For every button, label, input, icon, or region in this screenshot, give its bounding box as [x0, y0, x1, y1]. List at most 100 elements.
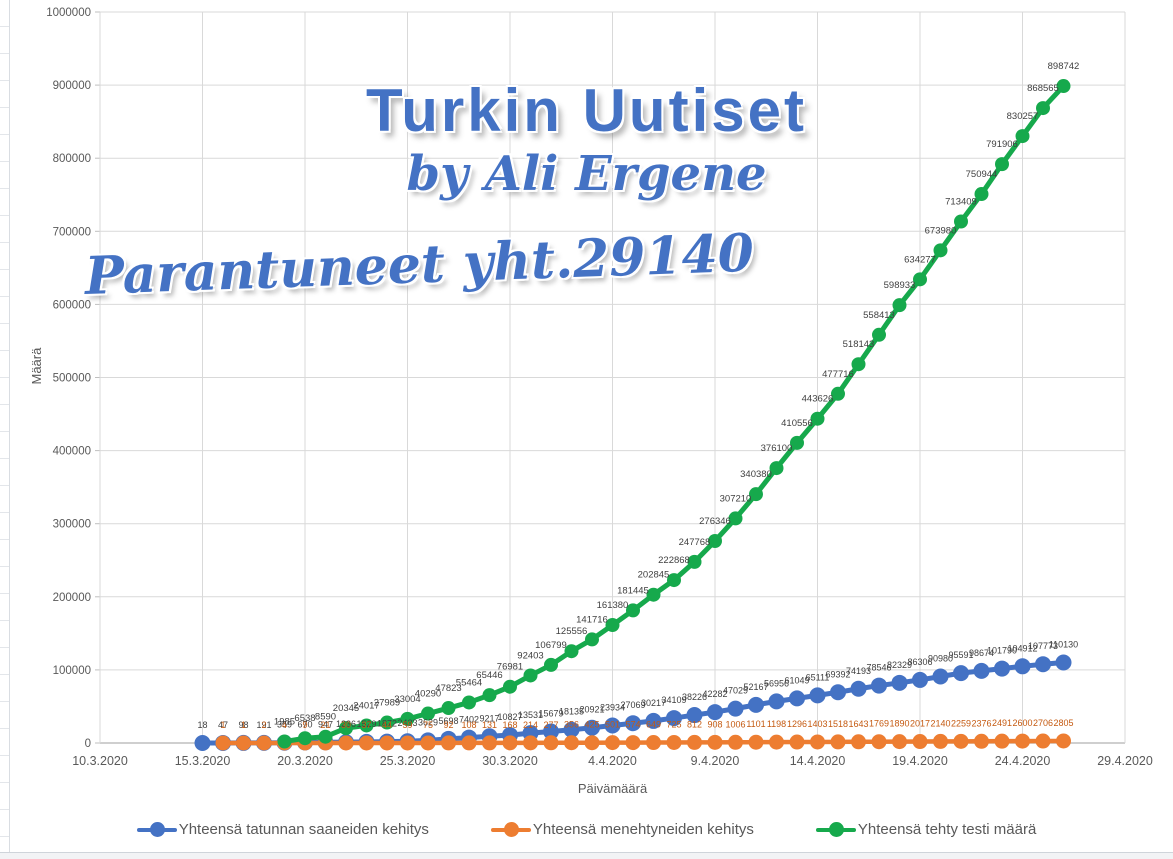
data-point-orange — [912, 734, 928, 750]
data-label-blue: 69392 — [825, 669, 850, 679]
data-label-blue: 104912 — [1007, 643, 1037, 653]
data-label-orange: 501 — [605, 720, 620, 730]
data-point-orange — [482, 735, 497, 751]
data-point-green — [482, 688, 497, 703]
data-label-green: 6538 — [294, 713, 315, 724]
data-point-orange — [420, 735, 436, 751]
data-label-blue: 670 — [297, 720, 312, 730]
data-label-blue: 1529 — [356, 719, 376, 729]
data-point-blue — [891, 674, 908, 691]
data-point-blue — [543, 723, 559, 740]
data-point-green — [339, 721, 353, 736]
data-label-green: 750944 — [966, 169, 998, 180]
data-label-green: 558413 — [863, 310, 895, 321]
data-point-green — [995, 157, 1009, 172]
data-label-blue: 56956 — [764, 678, 789, 688]
data-point-orange — [871, 734, 887, 750]
y-tick-label: 900000 — [53, 80, 91, 92]
data-label-green: 161380 — [597, 600, 629, 611]
data-label-blue: 110130 — [1049, 639, 1078, 649]
data-point-green — [1036, 101, 1050, 116]
data-label-orange: 4 — [282, 720, 287, 730]
data-point-orange — [502, 735, 518, 751]
data-label-green: 830257 — [1007, 111, 1039, 122]
data-point-blue — [625, 715, 641, 732]
data-point-orange — [1035, 733, 1051, 749]
legend-marker-deaths-icon — [490, 821, 531, 837]
data-label-orange: 131 — [482, 720, 497, 730]
data-point-orange — [523, 735, 538, 751]
data-point-orange — [789, 734, 805, 750]
data-point-green — [872, 327, 886, 342]
data-label-green: 276346 — [699, 516, 731, 527]
data-point-blue — [1014, 658, 1031, 675]
data-label-blue: 27069 — [620, 700, 645, 710]
data-label-green: 181445 — [617, 585, 649, 596]
data-point-orange — [215, 735, 231, 751]
data-label-orange: 1769 — [869, 719, 889, 729]
data-label-orange: 649 — [646, 720, 661, 730]
data-label-orange: 59 — [402, 720, 412, 730]
data-point-orange — [666, 734, 682, 750]
data-label-blue: 191 — [256, 720, 271, 730]
data-point-green — [831, 386, 845, 401]
x-tick-label: 20.3.2020 — [277, 754, 333, 768]
data-point-green — [605, 618, 620, 633]
data-point-orange — [564, 735, 579, 751]
y-tick-label: 0 — [85, 738, 91, 750]
data-label-blue: 23934 — [600, 703, 625, 713]
data-label-green: 202845 — [638, 570, 670, 581]
data-point-blue — [584, 719, 600, 736]
data-label-blue: 7402 — [459, 715, 479, 725]
data-point-green — [769, 461, 784, 476]
data-label-blue: 90980 — [928, 653, 953, 663]
data-label-green: 247768 — [679, 537, 711, 548]
data-point-orange — [994, 733, 1010, 749]
data-point-orange — [236, 735, 251, 751]
y-tick-label: 1000000 — [46, 7, 91, 19]
data-point-orange — [707, 734, 723, 750]
data-label-blue: 9217 — [479, 713, 499, 723]
data-label-green: 307210 — [720, 493, 752, 504]
data-point-green — [708, 533, 722, 548]
legend-label-cases: Yhteensä tatunnan saaneiden kehitys — [178, 820, 429, 838]
data-point-blue — [789, 690, 805, 707]
data-point-blue — [932, 668, 949, 685]
data-label-green: 76981 — [497, 662, 523, 673]
data-label-green: 443626 — [802, 394, 834, 405]
data-point-orange — [400, 735, 415, 751]
data-label-blue: 52167 — [743, 682, 768, 692]
data-label-green: 222868 — [658, 555, 690, 566]
data-label-green: 47823 — [435, 683, 461, 694]
data-point-blue — [871, 677, 887, 694]
data-label-green: 673980 — [925, 225, 957, 236]
data-label-orange: 2491 — [992, 718, 1012, 728]
data-point-green — [749, 487, 763, 502]
y-axis-title: Määrä — [28, 347, 44, 385]
data-point-green — [462, 695, 476, 710]
data-point-green — [1056, 79, 1071, 94]
data-label-blue: 3629 — [418, 717, 438, 727]
data-label-green: 141716 — [576, 614, 608, 625]
data-point-blue — [194, 734, 211, 751]
data-point-green — [400, 711, 415, 726]
x-tick-label: 14.4.2020 — [790, 754, 846, 768]
data-point-blue — [912, 671, 928, 688]
data-point-green — [790, 435, 804, 450]
data-point-blue — [768, 693, 785, 710]
data-label-blue: 30217 — [641, 698, 666, 708]
y-tick-label: 100000 — [53, 665, 91, 677]
legend-item-deaths: Yhteensä menehtyneiden kehitys — [490, 821, 754, 838]
data-point-orange — [748, 734, 764, 750]
data-label-green: 518143 — [843, 339, 875, 350]
data-label-blue: 98 — [238, 720, 248, 730]
data-point-green — [974, 187, 989, 202]
data-point-orange — [338, 735, 354, 751]
data-label-orange: 9 — [302, 720, 307, 730]
data-point-green — [277, 734, 292, 749]
data-label-orange: 1296 — [787, 719, 807, 729]
y-tick-label: 700000 — [53, 226, 91, 238]
data-point-blue — [604, 717, 621, 734]
data-label-green: 92403 — [517, 650, 543, 661]
data-label-blue: 359 — [277, 720, 292, 730]
